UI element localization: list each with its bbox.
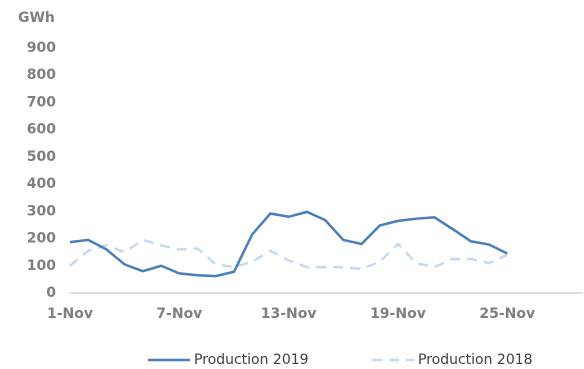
y-tick-label: 200	[27, 231, 56, 247]
y-tick-label: 0	[46, 285, 56, 301]
y-tick-label: 600	[27, 122, 56, 138]
legend-label: Production 2019	[194, 352, 309, 368]
x-tick-label: 7-Nov	[156, 306, 202, 322]
y-tick-label: 900	[27, 40, 56, 56]
x-tick-label: 13-Nov	[261, 306, 317, 322]
y-axis-label: GWh	[18, 10, 55, 26]
y-tick-label: 300	[27, 203, 56, 219]
line-series	[69, 238, 508, 271]
y-tick-label: 400	[27, 176, 56, 192]
y-tick-label: 500	[27, 149, 56, 165]
y-tick-label: 700	[27, 94, 56, 110]
x-tick-label: 25-Nov	[479, 306, 535, 322]
x-tick-label: 1-Nov	[47, 306, 93, 322]
x-tick-label: 19-Nov	[370, 306, 426, 322]
y-tick-label: 100	[27, 258, 56, 274]
y-tick-label: 800	[27, 67, 56, 83]
line-series	[69, 210, 508, 278]
legend-label: Production 2018	[418, 352, 533, 368]
